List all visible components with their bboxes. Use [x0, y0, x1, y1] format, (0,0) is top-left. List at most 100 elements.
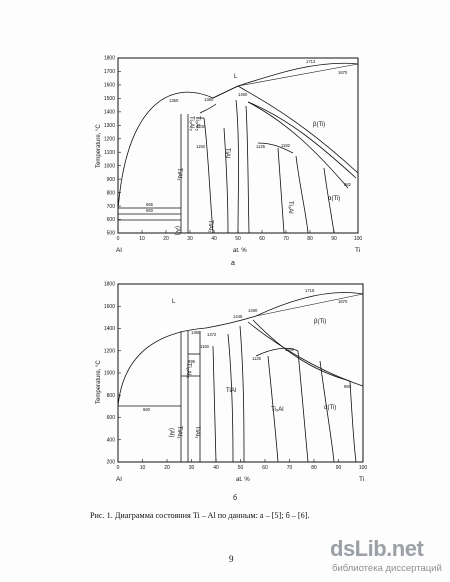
y-axis-title-a: Temperature, °C	[96, 124, 102, 168]
y-axis-title-b: Temperature, °C	[96, 360, 102, 404]
temperature-label: 1125	[252, 356, 262, 361]
phase-label: Ti₂Al₅	[194, 116, 200, 131]
x-tick-label: 30	[187, 236, 193, 242]
temperature-labels-b: 1715 1670 1490 1445 1360 1372 1160 995 660 1125 11…	[143, 288, 352, 412]
phase-label: α(Ti)	[328, 196, 340, 202]
y-tick-label: 900	[107, 177, 116, 183]
x-tick-label: 0	[117, 465, 120, 471]
panel-label-b: б	[233, 494, 237, 502]
y-tick-label: 1500	[104, 96, 115, 102]
x-axis-title-b: at. %	[236, 477, 250, 483]
phase-boundaries-b	[117, 292, 364, 463]
phase-label: L	[234, 74, 238, 80]
x-axis-labels-a: 0 10 20 30 40 50 60 70 80 90 100	[117, 236, 363, 242]
y-tick-label: 600	[107, 415, 116, 421]
temperature-label: 665	[146, 202, 154, 207]
temperature-label: 1445	[233, 314, 243, 319]
x-left-element-b: Al	[116, 476, 122, 483]
phase-labels-a: Lβ(Ti) Ti₂Al₅ Ti₂Al₅ TiAl₃ TiAl₂ TiAl Ti₃Al α(T…	[174, 74, 340, 235]
y-axis-ticks-a	[118, 57, 121, 234]
x-tick-label: 10	[139, 236, 145, 242]
phase-label: Ti₃Al	[271, 407, 284, 413]
temperature-label: 1490	[248, 308, 258, 313]
temperature-label: 1715	[305, 288, 315, 293]
temperature-label: 1360	[191, 330, 201, 335]
y-tick-label: 1400	[104, 110, 115, 116]
phase-label: Ti₃Al	[287, 201, 293, 214]
temperature-label: 1150	[196, 144, 206, 149]
x-tick-label: 50	[238, 465, 244, 471]
watermark-subtitle: библиотека диссертаций	[332, 563, 442, 574]
x-tick-label: 0	[117, 236, 120, 242]
temperature-label: 1160	[200, 344, 210, 349]
phase-label: Ti₂Al₅	[188, 116, 194, 131]
temperature-label: 1125	[256, 144, 266, 149]
temperature-label: 1670	[338, 299, 348, 304]
temperature-label: 660	[146, 208, 154, 213]
x-tick-label: 10	[140, 465, 146, 471]
temperature-label: 660	[143, 407, 151, 412]
y-tick-label: 1000	[104, 163, 115, 169]
phase-label: α(Ti)	[324, 405, 336, 411]
phase-label: TiAl₂	[194, 426, 200, 439]
y-tick-label: 1000	[104, 371, 115, 377]
x-tick-label: 80	[307, 236, 313, 242]
y-axis-ticks-b	[118, 283, 121, 463]
temperature-label: 1372	[207, 332, 217, 337]
phase-label: Ti₂Al₅	[185, 363, 191, 378]
temperature-label: 1670	[338, 70, 348, 75]
phase-label: (Al)	[174, 226, 180, 235]
x-tick-label: 60	[259, 236, 265, 242]
temperature-label: 1490	[238, 92, 248, 97]
temperature-label: 1182	[281, 143, 291, 148]
phase-label: TiAl₃	[176, 168, 182, 181]
x-tick-label: 90	[331, 236, 337, 242]
x-tick-label: 40	[213, 465, 219, 471]
watermark: dsLib.net библиотека диссертаций	[330, 536, 448, 580]
phase-diagram-b: 200 400 600 800 1000 1200 1400 1600 1800 0 10 20 30…	[96, 282, 368, 502]
x-tick-label: 80	[311, 465, 317, 471]
x-axis-title-a: at. %	[233, 248, 247, 254]
x-tick-label: 30	[189, 465, 195, 471]
y-tick-label: 1700	[104, 69, 115, 75]
x-right-element-b: Ti	[359, 476, 364, 483]
y-tick-label: 1600	[104, 304, 115, 310]
temperature-label: 1180	[285, 347, 295, 352]
y-tick-label: 400	[107, 437, 116, 443]
y-tick-label: 1200	[104, 136, 115, 142]
phase-label: TiAl₂	[207, 220, 213, 233]
y-tick-label: 1100	[104, 150, 115, 156]
phase-label: TiAl₃	[176, 426, 182, 439]
y-tick-label: 1300	[104, 123, 115, 129]
temperature-label: 1380	[204, 97, 214, 102]
x-tick-label: 60	[262, 465, 268, 471]
phase-label: L	[172, 299, 176, 305]
y-tick-label: 600	[107, 217, 116, 223]
temperature-label: 1712	[306, 59, 316, 64]
x-left-element-a: Al	[116, 247, 122, 254]
y-tick-label: 800	[107, 393, 116, 399]
x-tick-label: 20	[164, 465, 170, 471]
x-tick-label: 100	[359, 465, 368, 471]
y-tick-label: 1200	[104, 348, 115, 354]
phase-label: β(Ti)	[313, 122, 325, 128]
phase-label: (Al)	[168, 428, 174, 437]
temperature-label: 1350	[169, 98, 179, 103]
x-tick-label: 70	[287, 465, 293, 471]
x-right-element-a: Ti	[355, 247, 360, 254]
panel-label-a: a	[231, 260, 235, 267]
phase-label: TiAl	[224, 148, 230, 158]
x-axis-labels-b: 0 10 20 30 40 50 60 70 80 90 100	[117, 465, 368, 471]
phase-labels-b: Lβ(Ti) Ti₂Al₅ TiAl₃ TiAl₂ TiAl Ti₃Al α(Ti) (Al)	[168, 299, 336, 439]
y-tick-label: 200	[107, 460, 116, 466]
x-tick-label: 50	[235, 236, 241, 242]
y-axis-labels-b: 200 400 600 800 1000 1200 1400 1600 1800	[104, 282, 115, 466]
x-tick-label: 40	[211, 236, 217, 242]
y-tick-label: 1800	[104, 56, 115, 62]
y-tick-label: 500	[107, 231, 116, 237]
y-axis-labels-a: 500 600 700 800 900 1000 1100 1200 1300 1400 1500 1…	[104, 56, 115, 237]
y-tick-label: 1400	[104, 326, 115, 332]
x-tick-label: 70	[283, 236, 289, 242]
y-tick-label: 700	[107, 204, 116, 210]
